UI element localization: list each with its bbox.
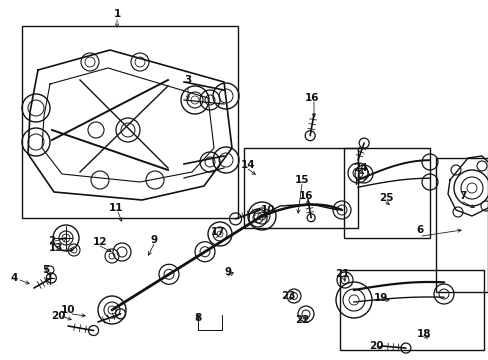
- Text: 18: 18: [416, 329, 430, 339]
- Text: 10: 10: [260, 205, 275, 215]
- Text: 19: 19: [373, 293, 387, 303]
- Text: 21: 21: [334, 269, 348, 279]
- Text: 25: 25: [378, 193, 392, 203]
- Text: 4: 4: [10, 273, 18, 283]
- Text: 20: 20: [368, 341, 383, 351]
- Text: 5: 5: [42, 265, 49, 275]
- Text: 12: 12: [93, 237, 107, 247]
- Text: 13: 13: [49, 243, 63, 253]
- Text: 22: 22: [294, 315, 308, 325]
- Text: 14: 14: [240, 160, 255, 170]
- Text: 7: 7: [458, 191, 466, 201]
- Text: 1: 1: [113, 9, 121, 19]
- Text: 6: 6: [415, 225, 423, 235]
- Text: 16: 16: [298, 191, 313, 201]
- Text: 23: 23: [280, 291, 295, 301]
- Text: 16: 16: [304, 93, 319, 103]
- Bar: [22, 26, 238, 218]
- Text: 24: 24: [352, 163, 366, 173]
- Text: 17: 17: [210, 227, 225, 237]
- Bar: [435, 158, 487, 292]
- Bar: [244, 148, 357, 228]
- Text: 10: 10: [61, 305, 75, 315]
- Text: 20: 20: [51, 311, 65, 321]
- Bar: [339, 270, 483, 350]
- Text: 9: 9: [224, 267, 231, 277]
- Text: 15: 15: [294, 175, 308, 185]
- Text: 2: 2: [48, 236, 56, 246]
- Text: 11: 11: [108, 203, 123, 213]
- Text: 8: 8: [194, 313, 201, 323]
- Text: 3: 3: [184, 75, 191, 85]
- Text: 9: 9: [150, 235, 157, 245]
- Bar: [343, 148, 429, 238]
